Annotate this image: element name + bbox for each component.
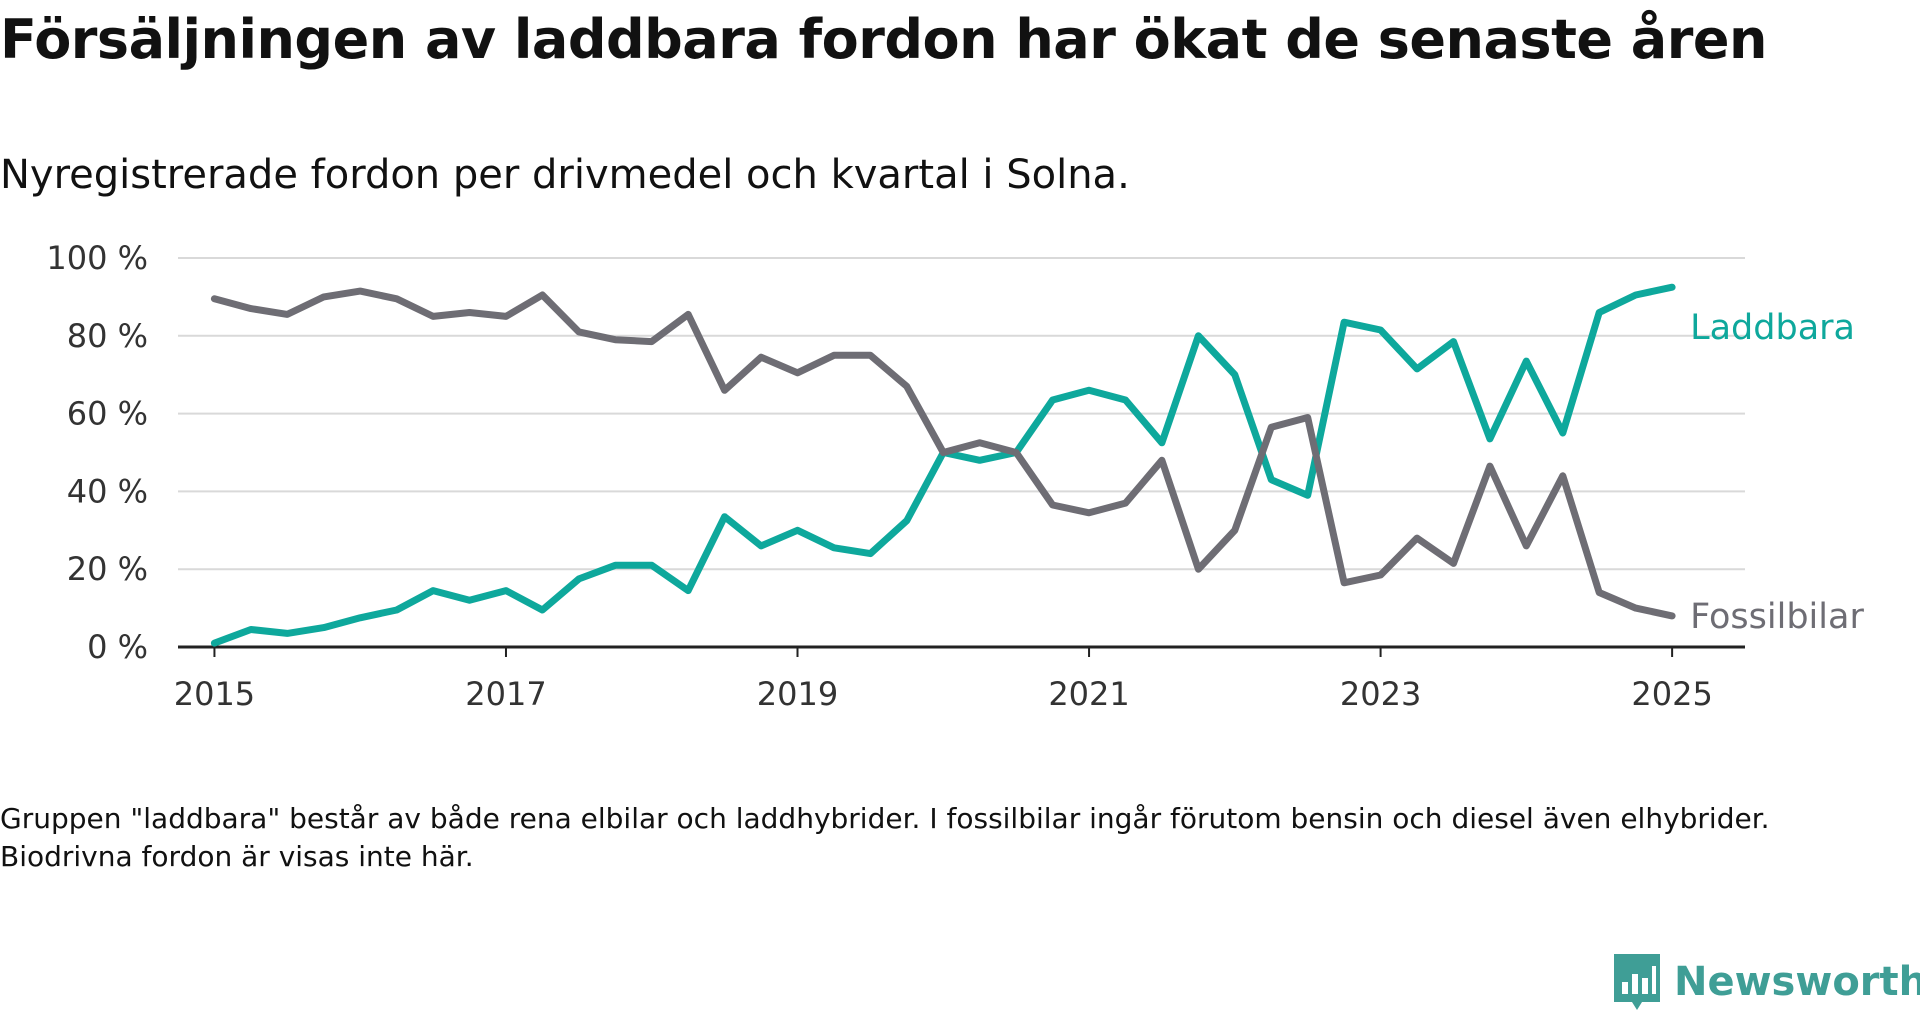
x-tick-label: 2021 [1048,675,1129,713]
footnote: Gruppen "laddbara" består av både rena e… [0,802,1770,873]
x-tick-label: 2017 [465,675,546,713]
chart-subtitle: Nyregistrerade fordon per drivmedel och … [0,152,1130,198]
y-tick-label: 20 % [67,550,148,588]
y-tick-label: 40 % [67,472,148,510]
label-layer: Laddbara Fossilbilar [1690,308,1864,637]
series-label-laddbara: Laddbara [1690,308,1855,348]
brand-name: Newsworthy [1674,959,1920,1005]
series-line-fossilbilar [210,287,1676,620]
line-chart: 0 % 20 % 40 % 60 % 80 % 100 % 2015 2017 2019 2021… [46,239,1864,713]
y-tick-label: 0 % [87,628,148,666]
series-layer [210,283,1676,647]
y-tick-label: 60 % [67,395,148,433]
chart-title: Försäljningen av laddbara fordon har öka… [0,8,1767,71]
x-tick-label: 2025 [1631,675,1712,713]
newsworthy-logo: Newsworthy [1612,952,1920,1012]
axis-layer: 0 % 20 % 40 % 60 % 80 % 100 % 2015 2017 2019 2021… [46,239,1745,713]
x-tick-label: 2023 [1340,675,1421,713]
x-tick-label: 2015 [174,675,255,713]
series-line-laddbara [210,283,1676,647]
y-tick-label: 100 % [46,239,148,277]
x-tick-label: 2019 [757,675,838,713]
series-label-fossilbilar: Fossilbilar [1690,597,1864,637]
y-tick-label: 80 % [67,317,148,355]
newsworthy-logo-icon [1614,954,1660,1010]
